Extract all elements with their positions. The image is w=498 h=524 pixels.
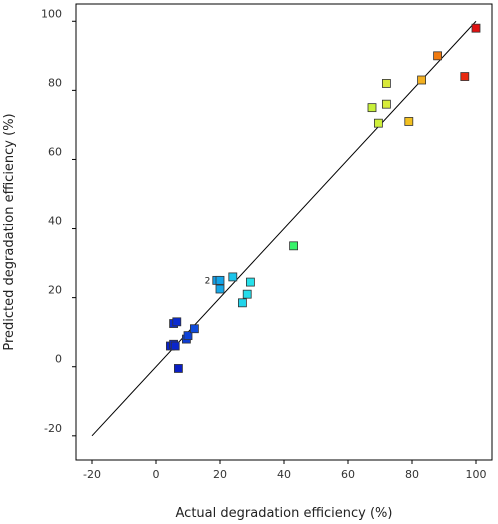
data-point xyxy=(170,341,180,351)
data-point xyxy=(417,75,427,85)
y-axis-title: Predicted degradation efficiency (%) xyxy=(2,113,17,350)
data-point xyxy=(189,324,199,334)
x-tick-label: 40 xyxy=(277,468,291,481)
y-tick-label: 100 xyxy=(41,7,62,20)
y-tick-label: -20 xyxy=(44,422,62,435)
data-point xyxy=(460,72,470,81)
data-point xyxy=(471,23,481,33)
data-point xyxy=(183,331,193,341)
y-tick-label: 40 xyxy=(48,215,62,228)
plot-frame xyxy=(75,3,493,461)
data-point xyxy=(228,272,238,282)
x-tick-label: 80 xyxy=(405,468,419,481)
data-point xyxy=(242,289,252,299)
y-tick-label: 20 xyxy=(48,284,62,297)
y-tick-label: 0 xyxy=(55,353,62,366)
data-point xyxy=(404,117,414,126)
y-tick-label: 60 xyxy=(48,145,62,158)
data-point xyxy=(381,79,391,88)
data-point xyxy=(245,277,255,287)
annotations: 2 xyxy=(205,276,211,286)
data-point xyxy=(215,284,225,294)
data-points xyxy=(165,23,481,373)
x-tick-label: -20 xyxy=(83,468,101,481)
y-axis-ticks: -20 0 20 40 60 80 100 xyxy=(41,7,76,437)
data-point xyxy=(367,103,377,113)
fit-line xyxy=(91,20,477,437)
data-point xyxy=(173,364,183,373)
x-tick-label: 0 xyxy=(153,468,160,481)
data-point xyxy=(237,298,247,308)
data-point xyxy=(289,241,299,251)
data-point xyxy=(433,51,443,61)
data-point xyxy=(373,118,383,128)
x-axis-ticks: -20 0 20 40 60 80 100 xyxy=(83,460,487,481)
x-axis-title: Actual degradation efficiency (%) xyxy=(176,506,393,521)
x-tick-label: 100 xyxy=(466,468,487,481)
data-point xyxy=(381,99,391,109)
point-count-label: 2 xyxy=(205,276,211,286)
data-point xyxy=(172,317,182,327)
data-point xyxy=(215,275,225,285)
x-tick-label: 60 xyxy=(341,468,355,481)
x-tick-label: 20 xyxy=(213,468,227,481)
y-tick-label: 80 xyxy=(48,76,62,89)
